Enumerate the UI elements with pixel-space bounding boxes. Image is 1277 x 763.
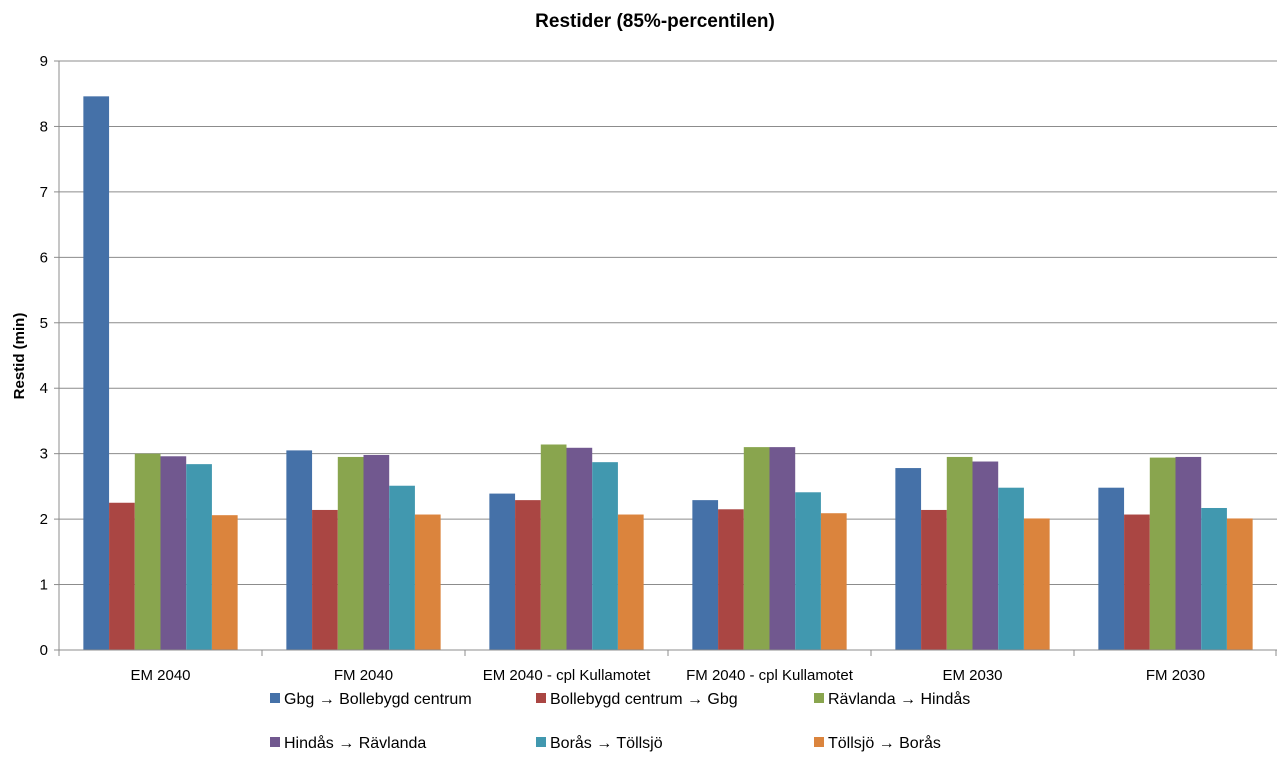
bar [337,456,364,650]
legend-item: Rävlanda → Hindås [814,690,970,708]
bar [1124,514,1150,650]
bar [186,464,212,650]
bar-series [186,462,1227,650]
bar [515,500,541,650]
gridlines [59,60,1277,586]
chart-title: Restider (85%-percentilen) [535,11,775,32]
bar [160,456,187,650]
bar-series [160,447,1202,650]
y-axis-label: Restid (min) [11,313,28,400]
bar [1098,487,1125,650]
bar [1201,507,1227,650]
legend-swatch [814,693,824,703]
bar [566,447,593,650]
y-tick-label: 5 [40,315,48,332]
bar-series [109,500,1150,650]
bar [592,462,618,650]
y-tick-label: 0 [40,642,48,659]
legend-swatch [270,737,280,747]
bar [972,461,999,650]
bar [795,492,821,650]
legend-item: Gbg → Bollebygd centrum [270,691,472,708]
x-tick-labels: EM 2040 FM 2040 EM 2040 - cpl Kullamotet FM… [130,667,1205,684]
bar [1023,518,1050,650]
legend-label: Hindås → Rävlanda [284,734,426,752]
bar [743,447,770,650]
bar [363,454,390,650]
bar [769,447,796,650]
legend-label: Gbg → Bollebygd centrum [284,691,472,708]
legend-swatch [536,693,546,703]
y-tick-label: 4 [40,380,48,397]
bar [134,453,161,650]
bar-series [211,513,1253,650]
bar [109,502,135,650]
x-tick-label: FM 2040 [334,667,393,684]
bar [921,509,947,650]
y-tick-label: 9 [40,53,48,70]
bar-series [83,96,1125,651]
y-tick-label: 3 [40,446,48,463]
bar [389,485,415,650]
legend-label: Töllsjö → Borås [828,734,941,752]
bar [83,96,110,651]
y-tick-label: 7 [40,184,48,201]
legend-swatch [814,737,824,747]
legend-item: Töllsjö → Borås [814,734,941,752]
y-tick-label: 6 [40,249,48,266]
legend-label: Rävlanda → Hindås [828,690,970,708]
legend: Gbg → Bollebygd centrum Bollebygd centrum… [270,690,970,752]
x-tick-label: EM 2030 [942,667,1002,684]
y-tick-label: 1 [40,577,48,594]
bar [1175,456,1202,650]
bar [540,444,567,650]
legend-swatch [536,737,546,747]
bar [211,515,238,650]
y-tick-labels: 0 1 2 3 4 5 6 7 8 9 [40,53,48,659]
legend-item: Bollebygd centrum → Gbg [536,691,738,708]
bar [718,509,744,650]
bars [83,96,1253,651]
bar [998,487,1024,650]
bar [312,509,338,650]
y-tick-label: 2 [40,511,48,528]
x-tick-label: FM 2030 [1146,667,1205,684]
bar-series [134,444,1176,650]
x-tick-label: EM 2040 - cpl Kullamotet [483,667,651,684]
bar [617,514,644,650]
bar [414,514,441,650]
bar [489,493,516,650]
bar [946,456,973,650]
x-tick-label: EM 2040 [130,667,190,684]
legend-item: Hindås → Rävlanda [270,734,426,752]
bar [1226,518,1253,650]
bar [286,450,313,650]
bar [895,468,922,650]
bar [692,500,719,650]
legend-item: Borås → Töllsjö [536,734,663,752]
bar [820,513,847,650]
legend-label: Bollebygd centrum → Gbg [550,691,738,708]
bar [1149,457,1176,650]
legend-swatch [270,693,280,703]
x-tick-label: FM 2040 - cpl Kullamotet [686,667,854,684]
y-tick-label: 8 [40,118,48,135]
legend-label: Borås → Töllsjö [550,734,663,752]
axes [54,60,1277,656]
